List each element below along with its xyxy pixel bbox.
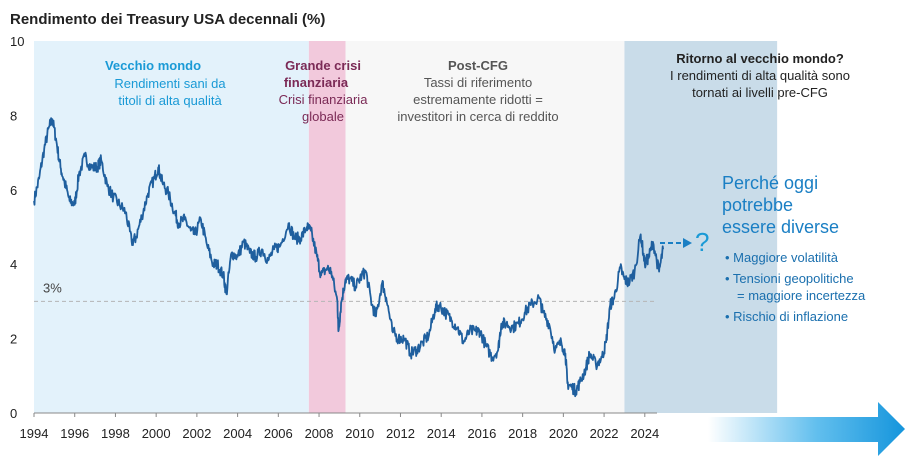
old-world-line2: titoli di alta qualità [118,93,222,108]
yield-series-line [33,117,664,398]
bullet-1: • Maggiore volatilità [725,250,839,265]
y-tick-label: 10 [10,34,24,49]
y-tick-label: 8 [10,108,17,123]
return-line2: tornati ai livelli pre-CFG [692,85,828,100]
x-tick-label: 2006 [264,426,293,441]
old-world-title: Vecchio mondo [105,58,201,73]
crisis-title-line1: Grande crisi [285,58,361,73]
outlook-panel: Perché oggi potrebbe essere diverse ? • … [660,173,905,456]
x-tick-label: 2022 [590,426,619,441]
x-tick-label: 2020 [549,426,578,441]
chart-title: Rendimento dei Treasury USA decennali (%… [10,11,325,28]
postcfg-line2: estremamente ridotti = [413,92,543,107]
future-arrow [708,402,905,456]
bullet-2-line1: • Tensioni geopolitiche [725,271,854,286]
y-tick-label: 0 [10,406,17,421]
question-mark: ? [695,227,709,257]
x-tick-label: 2000 [142,426,171,441]
return-line1: I rendimenti di alta qualità sono [670,68,850,83]
axes: 1994 1996 1998 2000 2002 2004 2006 2008 2010 2012… [10,34,659,441]
era-backgrounds [34,41,778,413]
era-band-ritorno [624,41,778,413]
annotation-old-world: Vecchio mondo Rendimenti sani da titoli … [105,58,226,108]
era-band-post-cfg [345,41,625,413]
why-line2: potrebbe [722,195,793,215]
crisis-sub-line2: globale [302,109,344,124]
y-tick-label: 2 [10,332,17,347]
x-tick-label: 2016 [467,426,496,441]
reference-line-group: 3% [34,280,657,302]
reference-line-label: 3% [43,280,62,295]
bullet-3: • Rischio di inflazione [725,309,848,324]
dashed-arrow-head [683,238,692,248]
x-tick-label: 2008 [305,426,334,441]
crisis-sub-line1: Crisi finanziaria [279,92,369,107]
x-tick-label: 2002 [182,426,211,441]
x-tick-label: 2004 [223,426,252,441]
x-tick-label: 1998 [101,426,130,441]
crisis-title-line2: finanziaria [284,75,349,90]
bullet-2-line2: = maggiore incertezza [737,288,866,303]
x-tick-label: 2024 [630,426,659,441]
return-title: Ritorno al vecchio mondo? [676,51,844,66]
era-band-crisi [308,41,346,413]
y-tick-label: 4 [10,257,17,272]
era-band-vecchio-mondo [34,41,309,413]
postcfg-title: Post-CFG [448,58,508,73]
x-tick-label: 2018 [508,426,537,441]
old-world-line1: Rendimenti sani da [114,76,226,91]
why-line3: essere diverse [722,217,839,237]
why-line1: Perché oggi [722,173,818,193]
postcfg-line1: Tassi di riferimento [424,75,532,90]
y-tick-label: 6 [10,183,17,198]
x-tick-label: 2014 [427,426,456,441]
annotation-return: Ritorno al vecchio mondo? I rendimenti d… [670,51,850,100]
x-tick-label: 2012 [386,426,415,441]
x-tick-label: 1994 [20,426,49,441]
x-tick-label: 2010 [345,426,374,441]
annotation-crisis: Grande crisi finanziaria Crisi finanziar… [279,58,369,124]
x-tick-label: 1996 [60,426,89,441]
postcfg-line3: investitori in cerca di reddito [397,109,558,124]
annotation-post-cfg: Post-CFG Tassi di riferimento estremamen… [397,58,558,124]
